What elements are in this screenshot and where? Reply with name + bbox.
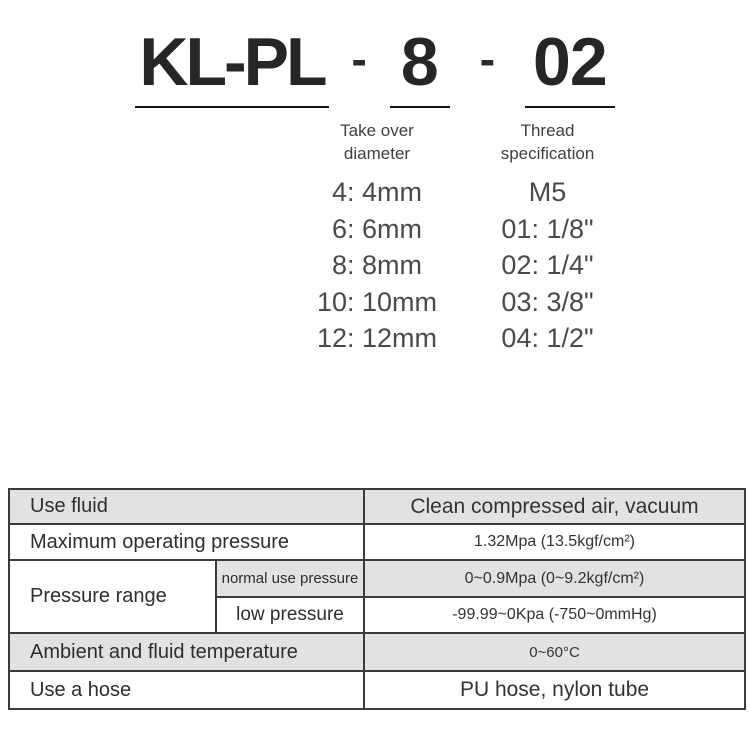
legend-thread-item: M5 (528, 177, 567, 207)
model-code-thread: 02 (525, 26, 615, 108)
spec-row-ambient-fluid-temperature: Ambient and fluid temperature 0~60°C (8, 632, 746, 672)
legend-thread-item: 01: 1/8" (501, 213, 594, 244)
legend-diameter-item: 4: 4mm (331, 177, 423, 207)
legend-thread-heading: Thread specification (500, 121, 595, 163)
spec-table: Use fluid Clean compressed air, vacuum M… (8, 488, 746, 710)
legend-thread-item: 02: 1/4" (501, 250, 594, 280)
legend-diameter-heading: Take over diameter (340, 121, 414, 163)
spec-value-use-a-hose: PU hose, nylon tube (363, 670, 746, 710)
legend-thread-item: 04: 1/2" (501, 323, 594, 353)
spec-value-low-pressure: -99.99~0Kpa (-750~0mmHg) (363, 596, 746, 634)
legend-diameter-item: 8: 8mm (331, 250, 423, 280)
legend-diameter-item: 6: 6mm (331, 213, 423, 244)
legend-thread-item: 03: 3/8" (501, 286, 594, 317)
spec-row-pressure-range-low: low pressure -99.99~0Kpa (-750~0mmHg) (9, 596, 746, 634)
spec-label-max-operating-pressure: Maximum operating pressure (8, 523, 365, 561)
model-code-separator: - (479, 33, 496, 85)
spec-label-use-a-hose: Use a hose (8, 670, 365, 710)
spec-value-normal-use-pressure: 0~0.9Mpa (0~9.2kgf/cm²) (363, 559, 746, 598)
spec-row-max-operating-pressure: Maximum operating pressure 1.32Mpa (13.5… (8, 523, 746, 561)
spec-row-pressure-range-normal: Pressure range normal use pressure 0~0.9… (8, 559, 746, 634)
spec-label-pressure-range: Pressure range (8, 559, 217, 634)
model-code-base: KL-PL (135, 26, 329, 108)
spec-sublabel-low-pressure: low pressure (215, 596, 365, 634)
legend-diameter-item: 12: 12mm (316, 323, 438, 353)
spec-label-ambient-fluid-temperature: Ambient and fluid temperature (8, 632, 365, 672)
spec-value-max-operating-pressure: 1.32Mpa (13.5kgf/cm²) (363, 523, 746, 561)
legend-diameter-column: Take over diameter 4: 4mm 6: 6mm 8: 8mm … (293, 119, 461, 357)
spec-label-use-fluid: Use fluid (8, 488, 365, 525)
spec-row-use-a-hose: Use a hose PU hose, nylon tube (8, 670, 746, 710)
spec-row-use-fluid: Use fluid Clean compressed air, vacuum (8, 488, 746, 525)
spec-value-ambient-fluid-temperature: 0~60°C (363, 632, 746, 672)
legend-thread-column: Thread specification M5 01: 1/8" 02: 1/4… (460, 119, 635, 357)
spec-sublabel-normal-use-pressure: normal use pressure (215, 559, 365, 598)
spec-value-use-fluid: Clean compressed air, vacuum (363, 488, 746, 525)
model-code-separator: - (351, 33, 367, 85)
model-code: KL-PL - 8 - 02 (0, 26, 750, 108)
legend-diameter-item: 10: 10mm (316, 286, 438, 317)
model-code-diameter: 8 (389, 26, 450, 108)
